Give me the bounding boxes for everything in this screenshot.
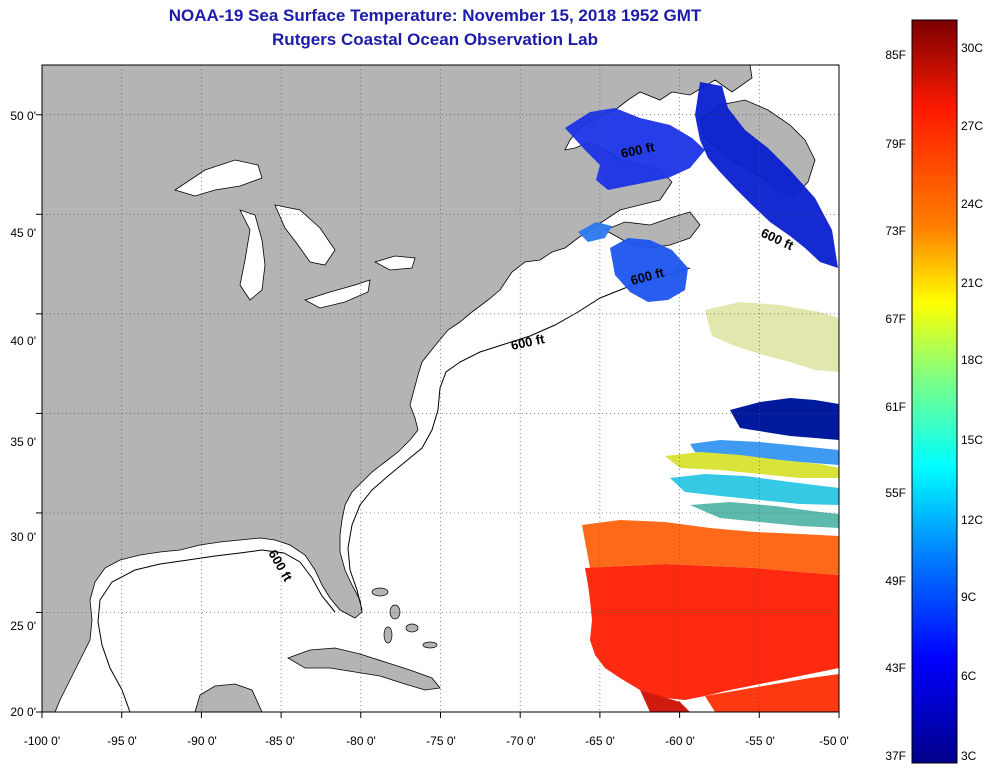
colorbar-c-label: 9C [961,590,977,604]
contour-600ft-gulf [97,549,336,712]
colorbar-fahrenheit-labels: 85F 79F 73F 67F 61F 55F 49F 43F 37F [885,48,906,763]
colorbar-celsius-labels: 30C 27C 24C 21C 18C 15C 12C 9C 6C 3C [961,41,983,763]
contour-600ft-atlantic [347,267,691,611]
land-cuba [287,647,441,691]
x-tick-label: -60 0' [665,734,695,748]
colorbar-c-label: 12C [961,513,983,527]
y-tick-label: 20 0' [10,705,36,719]
y-tick-label: 35 0' [10,435,36,449]
colorbar-f-label: 85F [885,48,906,62]
sst-deep-red [640,690,690,712]
colorbar-f-label: 37F [885,749,906,763]
sst-gulf-of-maine [610,238,688,302]
x-tick-label: -75 0' [426,734,456,748]
sst-warm-red-south [705,674,839,712]
colorbar-f-label: 61F [885,400,906,414]
land-north-america [42,65,753,712]
great-lakes [174,159,416,309]
sst-light-blue-band [690,440,839,465]
colorbar-c-label: 24C [961,197,983,211]
sst-dark-blue-band [730,398,839,440]
colorbar-f-label: 79F [885,137,906,151]
colorbar-f-label: 43F [885,661,906,675]
y-tick-label: 25 0' [10,619,36,633]
colorbar-c-label: 18C [961,353,983,367]
colorbar-c-label: 6C [961,669,977,683]
x-tick-label: -50 0' [819,734,849,748]
map-title: NOAA-19 Sea Surface Temperature: Novembe… [168,6,702,25]
x-axis-labels: -100 0' -95 0' -90 0' -85 0' -80 0' -75 … [24,734,849,748]
sst-teal-band [690,502,839,528]
y-tick-label: 40 0' [10,334,36,348]
contour-label-stlawrence: 600 ft [620,139,657,161]
land-bahamas [371,587,438,649]
land-yucatan [194,683,263,712]
y-tick-label: 45 0' [10,226,36,240]
colorbar-c-label: 3C [961,749,977,763]
x-tick-label: -70 0' [506,734,536,748]
sst-cyan-band [670,474,839,505]
sst-labrador-coast [695,82,838,268]
sst-yellow-band [665,452,839,478]
contour-label-midatlantic: 600 ft [510,331,547,353]
sst-warm-orange [582,520,839,575]
map-subtitle: Rutgers Coastal Ocean Observation Lab [272,30,598,49]
colorbar-c-label: 30C [961,41,983,55]
colorbar-f-label: 73F [885,224,906,238]
colorbar-c-label: 21C [961,276,983,290]
colorbar-f-label: 49F [885,574,906,588]
x-tick-label: -85 0' [265,734,295,748]
y-tick-label: 50 0' [10,109,36,123]
sst-scatter-north [705,302,839,372]
colorbar-c-label: 15C [961,433,983,447]
x-tick-label: -80 0' [346,734,376,748]
x-tick-label: -55 0' [745,734,775,748]
sst-warm-red [585,564,839,700]
axis-ticks [36,114,840,718]
colorbar-f-label: 55F [885,486,906,500]
y-axis-labels: 20 0' 25 0' 30 0' 35 0' 40 0' 45 0' 50 0… [10,109,36,719]
x-tick-label: -90 0' [187,734,217,748]
colorbar [911,19,958,764]
graticule [42,65,839,712]
sst-bay-of-fundy [578,222,612,242]
colorbar-c-label: 27C [961,119,983,133]
colorbar-f-label: 67F [885,312,906,326]
x-tick-label: -100 0' [24,734,60,748]
y-tick-label: 30 0' [10,530,36,544]
x-tick-label: -95 0' [107,734,137,748]
x-tick-label: -65 0' [585,734,615,748]
